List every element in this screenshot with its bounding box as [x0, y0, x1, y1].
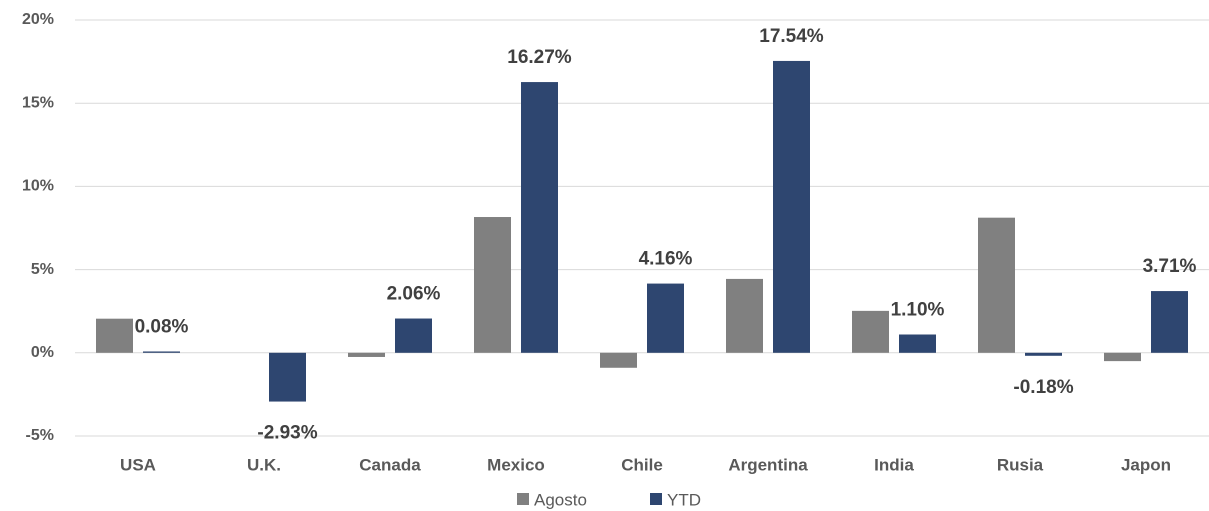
- bar: [852, 310, 889, 353]
- bar: [899, 334, 936, 353]
- bar: [600, 352, 637, 368]
- data-label: 1.10%: [891, 300, 945, 321]
- bar: [726, 278, 763, 353]
- legend-swatch: [517, 493, 529, 505]
- data-label: 17.54%: [759, 26, 824, 47]
- x-tick-label: U.K.: [247, 455, 281, 474]
- data-label: 0.08%: [135, 316, 189, 337]
- legend-label: YTD: [667, 490, 701, 509]
- y-tick-label: 20%: [22, 11, 54, 28]
- y-tick-label: 5%: [31, 261, 54, 278]
- bar: [395, 318, 432, 353]
- data-label: 2.06%: [387, 284, 441, 305]
- data-label: 4.16%: [639, 249, 693, 270]
- bar: [773, 60, 810, 353]
- legend-label: Agosto: [534, 490, 587, 509]
- bar: [647, 283, 684, 353]
- data-label: 3.71%: [1143, 256, 1197, 277]
- x-tick-label: Canada: [359, 455, 421, 474]
- y-tick-label: 10%: [22, 178, 54, 195]
- bar: [1151, 291, 1188, 353]
- x-tick-label: Argentina: [728, 455, 808, 474]
- bar: [474, 217, 511, 353]
- x-tick-label: Mexico: [487, 455, 545, 474]
- data-label: -2.93%: [257, 423, 317, 444]
- y-tick-label: -5%: [26, 427, 54, 444]
- x-tick-label: USA: [120, 455, 156, 474]
- bar: [1104, 352, 1141, 362]
- x-tick-label: India: [874, 455, 914, 474]
- data-label: -0.18%: [1013, 377, 1073, 398]
- data-label: 16.27%: [507, 47, 572, 68]
- bar: [269, 352, 306, 402]
- x-tick-label: Chile: [621, 455, 663, 474]
- bar: [143, 351, 180, 353]
- x-tick-label: Rusia: [997, 455, 1044, 474]
- bar: [348, 352, 385, 357]
- x-tick-label: Japon: [1121, 455, 1171, 474]
- legend-swatch: [650, 493, 662, 505]
- bar: [521, 82, 558, 353]
- y-tick-label: 15%: [22, 94, 54, 111]
- bar: [96, 318, 133, 353]
- bar: [1025, 352, 1062, 356]
- y-tick-label: 0%: [31, 344, 54, 361]
- bar: [978, 217, 1015, 353]
